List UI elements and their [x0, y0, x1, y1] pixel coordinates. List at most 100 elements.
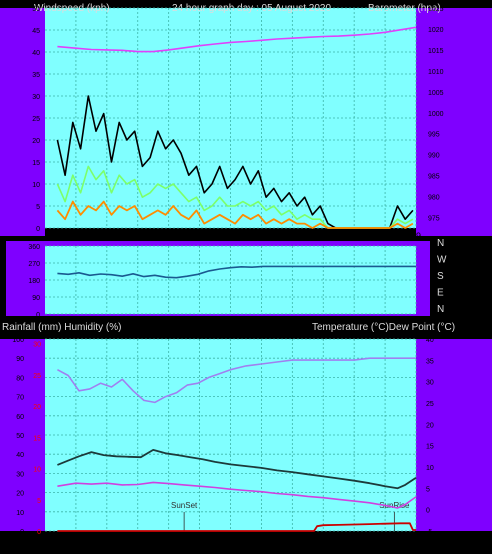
rainfall-y-tick-label: 20 [33, 404, 41, 411]
temp-y-tick-label: -5 [426, 529, 432, 536]
temp-x-tick-label: 19 [195, 537, 205, 547]
left-band-top [0, 8, 45, 236]
barometer-series-line [57, 26, 417, 53]
baro-y-tick-label: 985 [428, 174, 440, 181]
temp-y-tick-label: 40 [426, 337, 434, 344]
humidity-y-tick-label: 60 [16, 414, 24, 421]
temp-y-tick-label: 30 [426, 380, 434, 387]
graph-day-title: 24 hour graph day : 05 August 2020 [172, 3, 331, 14]
wind-y-tick-label: 5 [36, 204, 40, 211]
wind-x-tick-label: 15 [133, 231, 143, 241]
compass-label: W [437, 255, 447, 266]
wind-x-tick-label: 03 [318, 231, 328, 241]
wind-y-tick-label: 10 [32, 182, 40, 189]
rain-humidity-title: Rainfall (mm) Humidity (%) [2, 322, 121, 333]
temp-x-tick-label: 07 [380, 537, 390, 547]
sun-annotation-label: SunRise [379, 501, 410, 510]
humidity-y-tick-label: 10 [16, 510, 24, 517]
wind-x-tick-label: 11 [71, 231, 80, 241]
temp-x-tick-label: 01 [287, 537, 297, 547]
wind-x-tick-label: 19 [195, 231, 205, 241]
temp-y-tick-label: 5 [426, 486, 430, 493]
wind-y-tick-label: 45 [32, 28, 40, 35]
dew-point-series-line [57, 481, 417, 509]
direction-y-tick-label: 360 [28, 244, 40, 251]
wind-min-series-line [56, 200, 414, 229]
wind-x-tick-label: 23 [256, 231, 266, 241]
compass-label: S [437, 271, 444, 282]
baro-y-tick-label: 990 [428, 153, 440, 160]
temp-y-tick-label: 15 [426, 444, 434, 451]
temperature-series-line [57, 448, 417, 490]
temp-x-tick-label: 21 [225, 537, 235, 547]
wind-x-tick-label: 05 [349, 231, 359, 241]
rainfall-y-tick-label: 5 [37, 498, 41, 505]
direction-y-tick-label: 0 [36, 312, 40, 319]
baro-y-tick-label: 1015 [428, 48, 444, 55]
wind-x-tick-label: 13 [102, 231, 112, 241]
wind-y-tick-label: 0 [36, 226, 40, 233]
wind-y-tick-label: 20 [32, 138, 40, 145]
humidity-y-tick-label: 40 [16, 452, 24, 459]
humidity-y-tick-label: 70 [16, 395, 24, 402]
temp-y-tick-label: 35 [426, 358, 434, 365]
right-band-top [416, 8, 492, 236]
baro-y-tick-label: 1025 [428, 6, 444, 13]
humidity-y-tick-label: 100 [12, 337, 24, 344]
temp-x-tick-label: 17 [164, 537, 174, 547]
temp-y-tick-label: 10 [426, 465, 434, 472]
rainfall-y-tick-label: 25 [33, 373, 41, 380]
humidity-y-tick-label: 90 [16, 356, 24, 363]
compass-label: N [437, 304, 444, 315]
compass-label: E [437, 288, 444, 299]
wind-x-tick-label: 21 [225, 231, 235, 241]
right-band-bottom [416, 339, 492, 531]
rainfall-y-tick-label: 0 [37, 529, 41, 536]
direction-y-tick-label: 270 [28, 261, 40, 268]
baro-y-tick-label: 1000 [428, 111, 444, 118]
humidity-y-tick-label: 80 [16, 375, 24, 382]
baro-y-tick-label: 975 [428, 216, 440, 223]
humidity-series-line [57, 357, 416, 404]
temp-x-tick-label: 23 [256, 537, 266, 547]
temp-x-tick-label: 05 [349, 537, 359, 547]
wind-x-tick-label: 09 [411, 231, 421, 241]
wind-y-tick-label: 40 [32, 50, 40, 57]
tick-label-layer: 1111131315151717191921212323010103030505… [12, 6, 447, 547]
left-band-bottom [0, 339, 45, 531]
wind-x-tick-label: 01 [287, 231, 297, 241]
direction-y-tick-label: 180 [28, 278, 40, 285]
wind-y-tick-label: 25 [32, 116, 40, 123]
rainfall-y-tick-label: 15 [33, 435, 41, 442]
baro-y-tick-label: 1005 [428, 90, 444, 97]
rainfall-y-tick-label: 10 [33, 467, 41, 474]
temp-x-tick-label: 11 [71, 537, 80, 547]
wind-y-tick-label: 15 [32, 160, 40, 167]
wind-y-tick-label: 50 [32, 6, 40, 13]
temp-y-tick-label: 20 [426, 422, 434, 429]
temp-x-tick-label: 15 [133, 537, 143, 547]
series-layer [56, 26, 417, 532]
direction-series-line [57, 265, 416, 279]
direction-y-tick-label: 90 [32, 295, 40, 302]
wind-x-tick-label: 07 [380, 231, 390, 241]
baro-y-tick-label: 980 [428, 195, 440, 202]
wind-y-tick-label: 35 [32, 72, 40, 79]
windspeed-title: Windspeed (kph) [34, 3, 110, 14]
humidity-y-tick-label: 0 [20, 529, 24, 536]
wind-x-tick-label: 17 [164, 231, 174, 241]
temp-dew-title: Temperature (°C)Dew Point (°C) [312, 322, 455, 333]
temp-x-tick-label: 03 [318, 537, 328, 547]
wind-y-tick-label: 30 [32, 94, 40, 101]
temp-x-tick-label: 13 [102, 537, 112, 547]
baro-y-tick-label: 995 [428, 132, 440, 139]
humidity-y-tick-label: 20 [16, 491, 24, 498]
temp-y-tick-label: 0 [426, 508, 430, 515]
compass-label: N [437, 238, 444, 249]
baro-y-tick-label: 1020 [428, 27, 444, 34]
barometer-title: Barometer (hpa) [368, 3, 441, 14]
temp-y-tick-label: 25 [426, 401, 434, 408]
temp-x-tick-label: 09 [411, 537, 421, 547]
sun-annotation-label: SunSet [171, 501, 198, 510]
